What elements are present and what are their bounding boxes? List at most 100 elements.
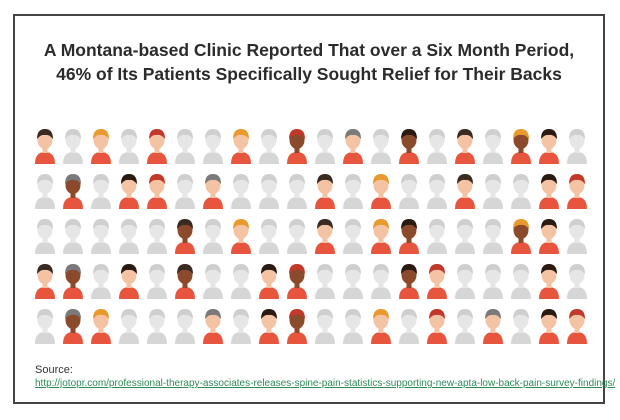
person-icon-highlighted	[371, 219, 391, 254]
person-icon-highlighted	[119, 264, 139, 299]
person-icon-muted	[511, 174, 531, 209]
person-icon-highlighted	[539, 309, 559, 344]
person-icon-highlighted	[287, 129, 307, 164]
person-icon-muted	[91, 219, 111, 254]
person-icon-muted	[567, 129, 587, 164]
person-icon-highlighted	[343, 129, 363, 164]
person-icon-highlighted	[567, 174, 587, 209]
person-icon-highlighted	[35, 129, 55, 164]
person-icon-highlighted	[119, 174, 139, 209]
person-icon-muted	[399, 174, 419, 209]
person-icon-muted	[203, 219, 223, 254]
person-icon-highlighted	[259, 264, 279, 299]
person-icon-muted	[315, 264, 335, 299]
person-icon-muted	[399, 309, 419, 344]
person-icon-muted	[427, 174, 447, 209]
person-icon-muted	[287, 219, 307, 254]
person-icon-highlighted	[371, 309, 391, 344]
person-icon-highlighted	[63, 264, 83, 299]
person-icon-muted	[63, 129, 83, 164]
person-icon-muted	[119, 309, 139, 344]
person-icon-muted	[511, 264, 531, 299]
person-icon-muted	[147, 264, 167, 299]
person-icon-muted	[427, 129, 447, 164]
person-icon-highlighted	[539, 129, 559, 164]
person-icon-muted	[231, 264, 251, 299]
person-icon-highlighted	[63, 174, 83, 209]
person-icon-highlighted	[175, 264, 195, 299]
person-icon-muted	[203, 129, 223, 164]
person-icon-muted	[315, 309, 335, 344]
person-icon-highlighted	[539, 219, 559, 254]
person-icon-muted	[175, 174, 195, 209]
person-icon-muted	[455, 309, 475, 344]
person-icon-muted	[343, 309, 363, 344]
person-icon-highlighted	[231, 129, 251, 164]
person-icon-muted	[371, 129, 391, 164]
person-icon-highlighted	[455, 174, 475, 209]
person-icon-muted	[175, 309, 195, 344]
person-icon-highlighted	[371, 174, 391, 209]
person-icon-muted	[483, 129, 503, 164]
person-icon-highlighted	[91, 309, 111, 344]
person-icon-highlighted	[455, 129, 475, 164]
source-link[interactable]: http://jotopr.com/professional-therapy-a…	[35, 378, 616, 389]
person-icon-highlighted	[399, 129, 419, 164]
person-icon-muted	[35, 174, 55, 209]
person-icon-highlighted	[203, 309, 223, 344]
person-icon-highlighted	[231, 219, 251, 254]
person-icon-muted	[511, 309, 531, 344]
person-icon-highlighted	[483, 309, 503, 344]
person-icon-muted	[91, 174, 111, 209]
person-icon-highlighted	[287, 309, 307, 344]
person-icon-highlighted	[175, 219, 195, 254]
person-icon-muted	[119, 219, 139, 254]
title-line-1: A Montana-based Clinic Reported That ove…	[43, 40, 575, 60]
person-icon-highlighted	[399, 264, 419, 299]
person-icon-highlighted	[147, 174, 167, 209]
person-icon-muted	[147, 309, 167, 344]
person-icon-muted	[371, 264, 391, 299]
pictogram-grid	[35, 129, 587, 344]
person-icon-muted	[63, 219, 83, 254]
person-icon-highlighted	[567, 309, 587, 344]
person-icon-muted	[147, 219, 167, 254]
person-icon-highlighted	[539, 264, 559, 299]
person-icon-highlighted	[511, 129, 531, 164]
person-icon-muted	[35, 309, 55, 344]
person-icon-muted	[483, 264, 503, 299]
person-icon-muted	[287, 174, 307, 209]
person-icon-muted	[119, 129, 139, 164]
person-icon-highlighted	[287, 264, 307, 299]
person-icon-muted	[259, 129, 279, 164]
person-icon-highlighted	[539, 174, 559, 209]
person-icon-muted	[259, 174, 279, 209]
person-icon-highlighted	[63, 309, 83, 344]
person-icon-highlighted	[91, 129, 111, 164]
person-icon-muted	[259, 219, 279, 254]
person-icon-muted	[483, 219, 503, 254]
person-icon-muted	[343, 219, 363, 254]
person-icon-highlighted	[315, 174, 335, 209]
person-icon-muted	[175, 129, 195, 164]
person-icon-muted	[91, 264, 111, 299]
person-icon-highlighted	[147, 129, 167, 164]
source-label: Source:	[35, 364, 73, 376]
person-icon-highlighted	[427, 309, 447, 344]
person-icon-muted	[231, 309, 251, 344]
person-icon-highlighted	[35, 264, 55, 299]
person-icon-highlighted	[203, 174, 223, 209]
person-icon-muted	[455, 264, 475, 299]
person-icon-muted	[35, 219, 55, 254]
person-icon-muted	[483, 174, 503, 209]
chart-title: A Montana-based Clinic Reported That ove…	[15, 38, 603, 86]
person-icon-highlighted	[427, 264, 447, 299]
title-line-2: 46% of Its Patients Specifically Sought …	[56, 64, 562, 84]
person-icon-highlighted	[315, 219, 335, 254]
person-icon-muted	[567, 219, 587, 254]
person-icon-muted	[343, 264, 363, 299]
person-icon-muted	[567, 264, 587, 299]
person-icon-muted	[231, 174, 251, 209]
person-icon-muted	[343, 174, 363, 209]
person-icon-highlighted	[399, 219, 419, 254]
